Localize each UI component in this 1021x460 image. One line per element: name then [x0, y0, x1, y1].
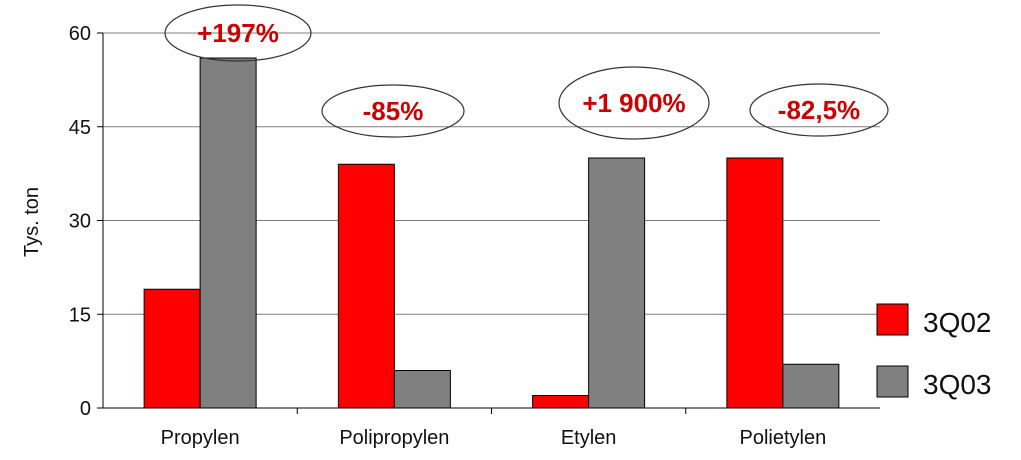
annotation-label: +1 900% — [582, 88, 685, 118]
x-tick-label: Polietylen — [740, 427, 827, 449]
x-tick-labels: Propylen Polipropylen Etylen Polietylen — [161, 427, 827, 449]
legend-label: 3Q03 — [923, 369, 992, 400]
bar-3q02-propylen — [143, 288, 201, 409]
legend: 3Q02 3Q03 — [876, 303, 992, 400]
annotation-ellipse — [558, 66, 710, 140]
y-tick-label: 60 — [69, 23, 91, 45]
legend-swatch-3q02 — [876, 303, 909, 336]
y-axis-title: Tys. ton — [21, 187, 43, 257]
annotation-ellipse — [749, 83, 889, 137]
bars — [143, 57, 840, 409]
y-tick-labels: 0 15 30 45 60 — [69, 23, 91, 420]
x-tick-label: Propylen — [161, 427, 240, 449]
y-tick-label: 30 — [69, 211, 91, 233]
bar-3q02-etylen — [532, 395, 590, 409]
legend-label: 3Q02 — [923, 307, 992, 338]
x-tick-label: Polipropylen — [339, 427, 449, 449]
bar-3q03-propylen — [199, 57, 257, 409]
bar-3q03-polietylen — [782, 363, 840, 409]
annotations: +197% -85% +1 900% -82,5% — [164, 4, 889, 140]
y-tick-label: 15 — [69, 304, 91, 326]
x-tick-label: Etylen — [561, 427, 617, 449]
y-tick-label: 0 — [80, 398, 91, 420]
annotation-ellipse — [321, 84, 465, 138]
annotation-label: -82,5% — [778, 95, 860, 125]
y-tick-label: 45 — [69, 117, 91, 139]
bar-3q03-etylen — [588, 157, 646, 409]
annotation-ellipse — [164, 4, 312, 62]
legend-swatch-3q03 — [876, 365, 909, 398]
bar-3q03-polipropylen — [393, 370, 451, 409]
annotation-label: +197% — [197, 18, 279, 48]
annotation-label: -85% — [363, 96, 424, 126]
bar-3q02-polietylen — [726, 157, 784, 409]
bar-3q02-polipropylen — [337, 163, 395, 409]
axes — [97, 32, 880, 414]
